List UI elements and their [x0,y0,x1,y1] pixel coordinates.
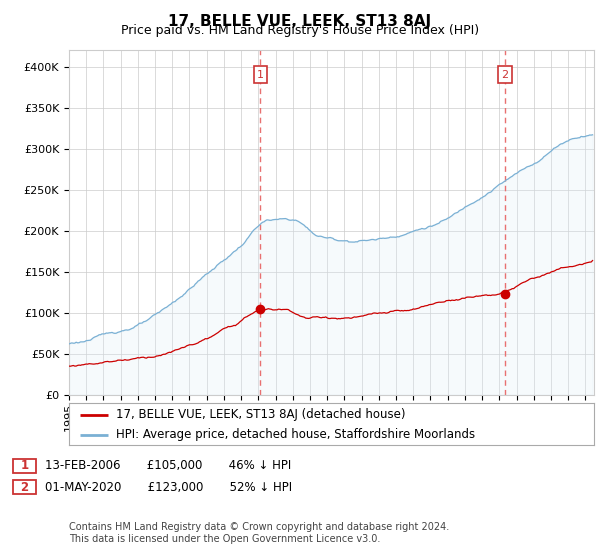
Text: 1: 1 [257,69,264,80]
Text: 17, BELLE VUE, LEEK, ST13 8AJ: 17, BELLE VUE, LEEK, ST13 8AJ [169,14,431,29]
Text: 01-MAY-2020       £123,000       52% ↓ HPI: 01-MAY-2020 £123,000 52% ↓ HPI [45,480,292,494]
Text: Price paid vs. HM Land Registry's House Price Index (HPI): Price paid vs. HM Land Registry's House … [121,24,479,37]
Text: 2: 2 [502,69,509,80]
Text: 17, BELLE VUE, LEEK, ST13 8AJ (detached house): 17, BELLE VUE, LEEK, ST13 8AJ (detached … [116,408,406,422]
Text: 13-FEB-2006       £105,000       46% ↓ HPI: 13-FEB-2006 £105,000 46% ↓ HPI [45,459,291,473]
Text: 1: 1 [20,459,29,473]
Text: 2: 2 [20,480,29,494]
Text: Contains HM Land Registry data © Crown copyright and database right 2024.
This d: Contains HM Land Registry data © Crown c… [69,522,449,544]
Text: HPI: Average price, detached house, Staffordshire Moorlands: HPI: Average price, detached house, Staf… [116,428,475,441]
